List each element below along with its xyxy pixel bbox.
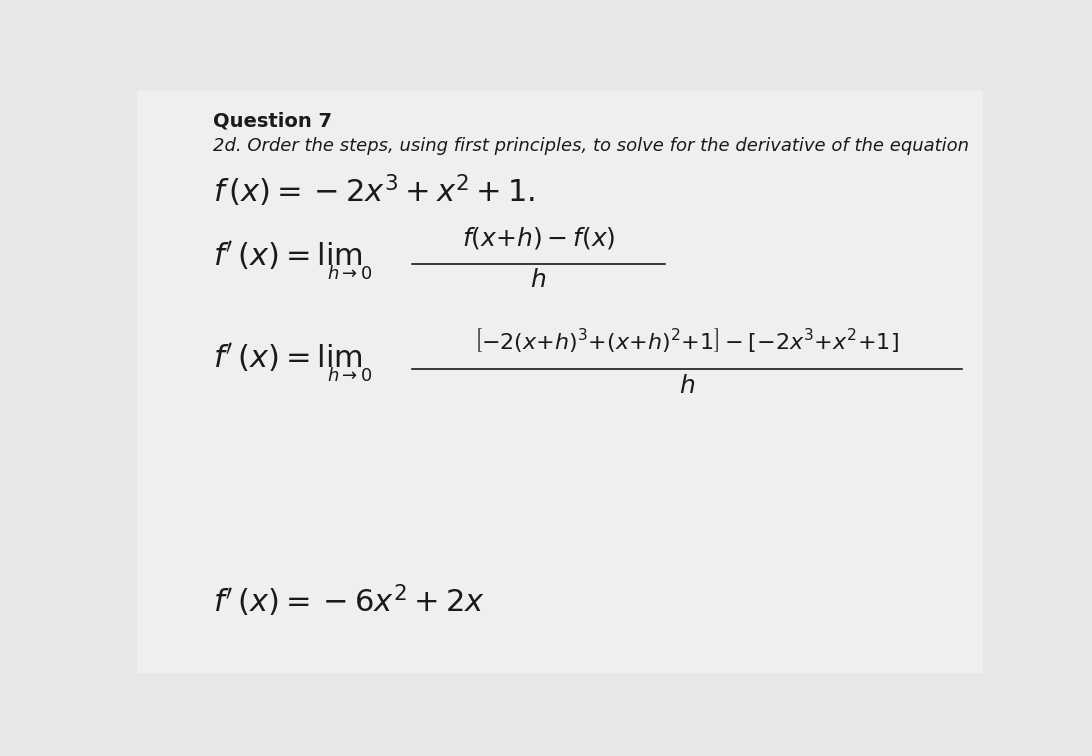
Text: $f^{\prime}\,(x) = \lim$: $f^{\prime}\,(x) = \lim$ bbox=[213, 239, 363, 272]
FancyBboxPatch shape bbox=[136, 91, 983, 673]
Text: Question 7: Question 7 bbox=[213, 111, 332, 130]
Text: $\left[-2(x{+}h)^3{+}(x{+}h)^2{+}1\right]-\left[-2x^3{+}x^2{+}1\right]$: $\left[-2(x{+}h)^3{+}(x{+}h)^2{+}1\right… bbox=[474, 327, 899, 355]
Text: $h$: $h$ bbox=[531, 268, 547, 293]
Text: $h$: $h$ bbox=[678, 373, 695, 398]
Text: $h{\to}0$: $h{\to}0$ bbox=[327, 265, 372, 284]
Text: $h{\to}0$: $h{\to}0$ bbox=[327, 367, 372, 386]
Text: 2d. Order the steps, using first principles, to solve for the derivative of the : 2d. Order the steps, using first princip… bbox=[213, 138, 969, 155]
Text: $f^{\prime}\,(x) = -6x^2 + 2x$: $f^{\prime}\,(x) = -6x^2 + 2x$ bbox=[213, 583, 485, 619]
Text: $f\,(x) = -2x^3 + x^2 + 1.$: $f\,(x) = -2x^3 + x^2 + 1.$ bbox=[213, 172, 535, 209]
Text: $f(x{+}h)-f(x)$: $f(x{+}h)-f(x)$ bbox=[462, 225, 615, 250]
Text: $f^{\prime}\,(x) = \lim$: $f^{\prime}\,(x) = \lim$ bbox=[213, 341, 363, 374]
